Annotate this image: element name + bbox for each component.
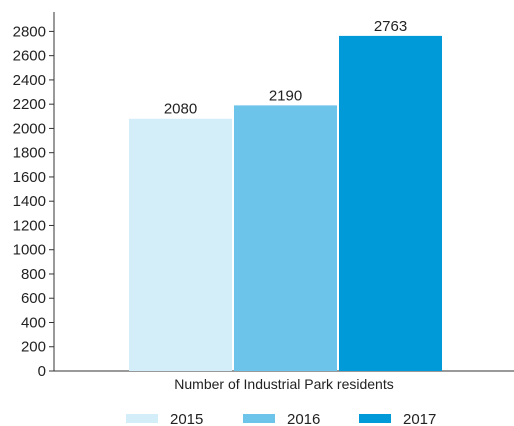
legend: 2015 2016 2017: [126, 411, 436, 426]
legend-swatch-2017: [359, 414, 391, 423]
y-tick-label: 2000: [13, 120, 46, 137]
legend-label-2017: 2017: [403, 411, 436, 426]
bar-2017: [339, 35, 442, 371]
legend-label-2016: 2016: [287, 411, 320, 426]
y-tick-label: 800: [21, 266, 46, 283]
y-tick-label: 0: [38, 363, 46, 380]
y-tick-label: 200: [21, 339, 46, 356]
y-tick-label: 600: [21, 290, 46, 307]
bar-2015: [129, 118, 232, 371]
y-tick-label: 1600: [13, 169, 46, 186]
bar-2016: [234, 105, 337, 371]
y-tick-label: 2600: [13, 48, 46, 65]
y-tick-label: 1800: [13, 145, 46, 162]
legend-swatch-2016: [243, 414, 275, 423]
data-label-2016: 2190: [269, 87, 302, 104]
y-tick-label: 2800: [13, 23, 46, 40]
y-tick-label: 1400: [13, 193, 46, 210]
y-tick-label: 2400: [13, 72, 46, 89]
y-tick-label: 400: [21, 314, 46, 331]
data-labels: 2080 2190 2763: [164, 18, 407, 118]
data-label-2015: 2080: [164, 101, 197, 118]
x-axis-label: Number of Industrial Park residents: [174, 376, 393, 392]
legend-label-2015: 2015: [170, 411, 203, 426]
bars: [129, 35, 442, 371]
y-axis: 0 200 400 600 800 1000 1200 1400 1600 1800 2000 220…: [13, 12, 514, 380]
legend-swatch-2015: [126, 414, 158, 423]
data-label-2017: 2763: [374, 18, 407, 35]
y-tick-label: 1000: [13, 242, 46, 259]
y-tick-label: 1200: [13, 217, 46, 234]
y-tick-label: 2200: [13, 96, 46, 113]
